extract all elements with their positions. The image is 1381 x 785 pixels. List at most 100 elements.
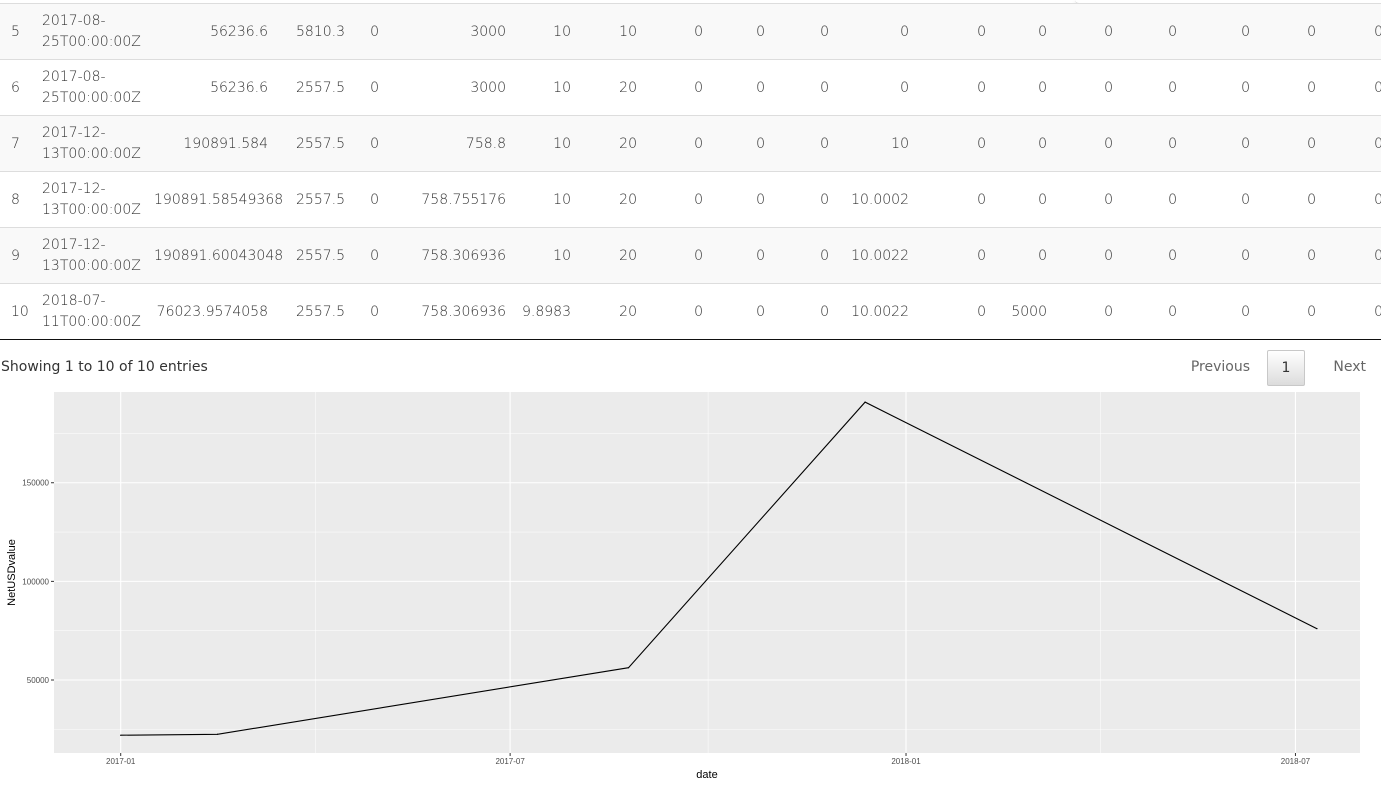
table-cell-c3: 0 [353, 171, 387, 228]
table-cell-idx: 10 [0, 283, 36, 340]
table-cell-c5: 9.8983 [514, 283, 579, 340]
table-cell-c6: 10 [579, 3, 645, 60]
table-cell-c4: 758.8 [387, 115, 514, 172]
table-cell-c16: 0 [1258, 171, 1324, 228]
table-cell-c4: 3000 [387, 59, 514, 116]
table-cell-date: 2017-08-25T00:00:00Z [36, 59, 146, 116]
plot-panel [54, 392, 1360, 753]
table-cell-c12: 0 [994, 227, 1055, 284]
table-cell-date: 2018-07-11T00:00:00Z [36, 283, 146, 340]
table-cell-c9: 0 [773, 171, 837, 228]
table-cell-c17: 0 [1324, 227, 1381, 284]
page-1-button[interactable]: 1 [1267, 350, 1305, 386]
next-button[interactable]: Next [1333, 359, 1366, 375]
table-cell-c14: 0 [1121, 283, 1185, 340]
table-cell-c15: 0 [1185, 3, 1258, 60]
table-row: 5 2017-08-25T00:00:00Z 56236.6 5810.3 0 3000 1… [0, 3, 1381, 60]
table-cell-c10: 0 [837, 59, 917, 116]
table-cell-c17: 0 [1324, 115, 1381, 172]
table-cell-c16: 0 [1258, 227, 1324, 284]
table-cell-c11: 0 [917, 3, 994, 60]
table-cell-c12: 0 [994, 115, 1055, 172]
table-cell-c5: 10 [514, 3, 579, 60]
table-cell-c7: 0 [645, 227, 711, 284]
table-cell-c12: 0 [994, 3, 1055, 60]
table-cell-c10: 10.0002 [837, 171, 917, 228]
table-cell-c4: 3000 [387, 3, 514, 60]
table-cell-c16: 0 [1258, 59, 1324, 116]
table-cell-c6: 20 [579, 283, 645, 340]
table-cell-c11: 0 [917, 283, 994, 340]
table-cell-c13: 0 [1055, 171, 1121, 228]
table-cell-c8: 0 [711, 171, 773, 228]
table-cell-c12: 0 [994, 59, 1055, 116]
y-axis-label: NetUSDvalue [6, 539, 18, 606]
table-cell-c16: 0 [1258, 115, 1324, 172]
table-cell-c5: 10 [514, 171, 579, 228]
table-row: 7 2017-12-13T00:00:00Z 190891.584 2557.5 0 75… [0, 115, 1381, 172]
table-cell-c15: 0 [1185, 283, 1258, 340]
table-cell-c12: 0 [994, 171, 1055, 228]
table-cell-c8: 0 [711, 283, 773, 340]
table-cell-c7: 0 [645, 115, 711, 172]
table-cell-c9: 0 [773, 227, 837, 284]
table-cell-c2: 2557.5 [276, 283, 353, 340]
data-point [216, 733, 219, 735]
table-cell-idx: 6 [0, 59, 36, 116]
table-cell-c14: 0 [1121, 227, 1185, 284]
table-cell-c17: 0 [1324, 59, 1381, 116]
table-cell-c16: 0 [1258, 3, 1324, 60]
table-row: 10 2018-07-11T00:00:00Z 76023.9574058 2557.… [0, 283, 1381, 340]
table-cell-c14: 0 [1121, 3, 1185, 60]
table-cell-date: 2017-08-25T00:00:00Z [36, 3, 146, 60]
data-point [627, 667, 630, 669]
table-cell-c14: 0 [1121, 115, 1185, 172]
table-row: 9 2017-12-13T00:00:00Z 190891.60043048 2557… [0, 227, 1381, 284]
table-cell-c3: 0 [353, 115, 387, 172]
table-info: Showing 1 to 10 of 10 entries [1, 359, 208, 375]
table-cell-c10: 10.0022 [837, 227, 917, 284]
y-tick-label: 150000 [22, 479, 49, 488]
table-cell-c14: 0 [1121, 171, 1185, 228]
table-cell-idx: 9 [0, 227, 36, 284]
table-cell-c13: 0 [1055, 227, 1121, 284]
y-tick-label: 50000 [27, 676, 50, 685]
table-cell-c6: 20 [579, 171, 645, 228]
table-cell-c9: 0 [773, 59, 837, 116]
table-cell-c15: 0 [1185, 59, 1258, 116]
table-cell-c11: 0 [917, 227, 994, 284]
table-row: 8 2017-12-13T00:00:00Z 190891.58549368 2557… [0, 171, 1381, 228]
table-cell-c2: 5810.3 [276, 3, 353, 60]
table-cell-c9: 0 [773, 115, 837, 172]
table-cell-c5: 10 [514, 59, 579, 116]
table-cell-c1: 56236.6 [146, 3, 276, 60]
table-cell-c7: 0 [645, 3, 711, 60]
table-cell-c11: 0 [917, 115, 994, 172]
table-cell-c4: 758.306936 [387, 283, 514, 340]
table-row: 6 2017-08-25T00:00:00Z 56236.6 2557.5 0 3000 1… [0, 59, 1381, 116]
table-cell-idx: 5 [0, 3, 36, 60]
table-cell-c13: 0 [1055, 3, 1121, 60]
table-cell-c10: 10 [837, 115, 917, 172]
line-chart: 50000 100000 150000 2017-01 2017-07 2018-01 20… [0, 391, 1381, 785]
table-cell-c11: 0 [917, 171, 994, 228]
table-cell-c9: 0 [773, 3, 837, 60]
table-cell-idx: 8 [0, 171, 36, 228]
table-cell-c14: 0 [1121, 59, 1185, 116]
table-cell-c15: 0 [1185, 171, 1258, 228]
previous-button[interactable]: Previous [1190, 359, 1250, 375]
x-tick-label: 2017-01 [106, 757, 136, 766]
table-cell-c15: 0 [1185, 115, 1258, 172]
table-cell-c5: 10 [514, 115, 579, 172]
x-tick-label: 2017-07 [495, 757, 525, 766]
table-cell-c5: 10 [514, 227, 579, 284]
table-cell-c13: 0 [1055, 283, 1121, 340]
table-cell-c2: 2557.5 [276, 227, 353, 284]
table-cell-c6: 20 [579, 227, 645, 284]
table-cell-c4: 758.306936 [387, 227, 514, 284]
table-cell-c13: 0 [1055, 59, 1121, 116]
table-cell-c1: 190891.60043048 [146, 227, 283, 284]
table-cell-c2: 2557.5 [276, 171, 353, 228]
table-cell-c11: 0 [917, 59, 994, 116]
y-tick-label: 100000 [22, 577, 49, 586]
